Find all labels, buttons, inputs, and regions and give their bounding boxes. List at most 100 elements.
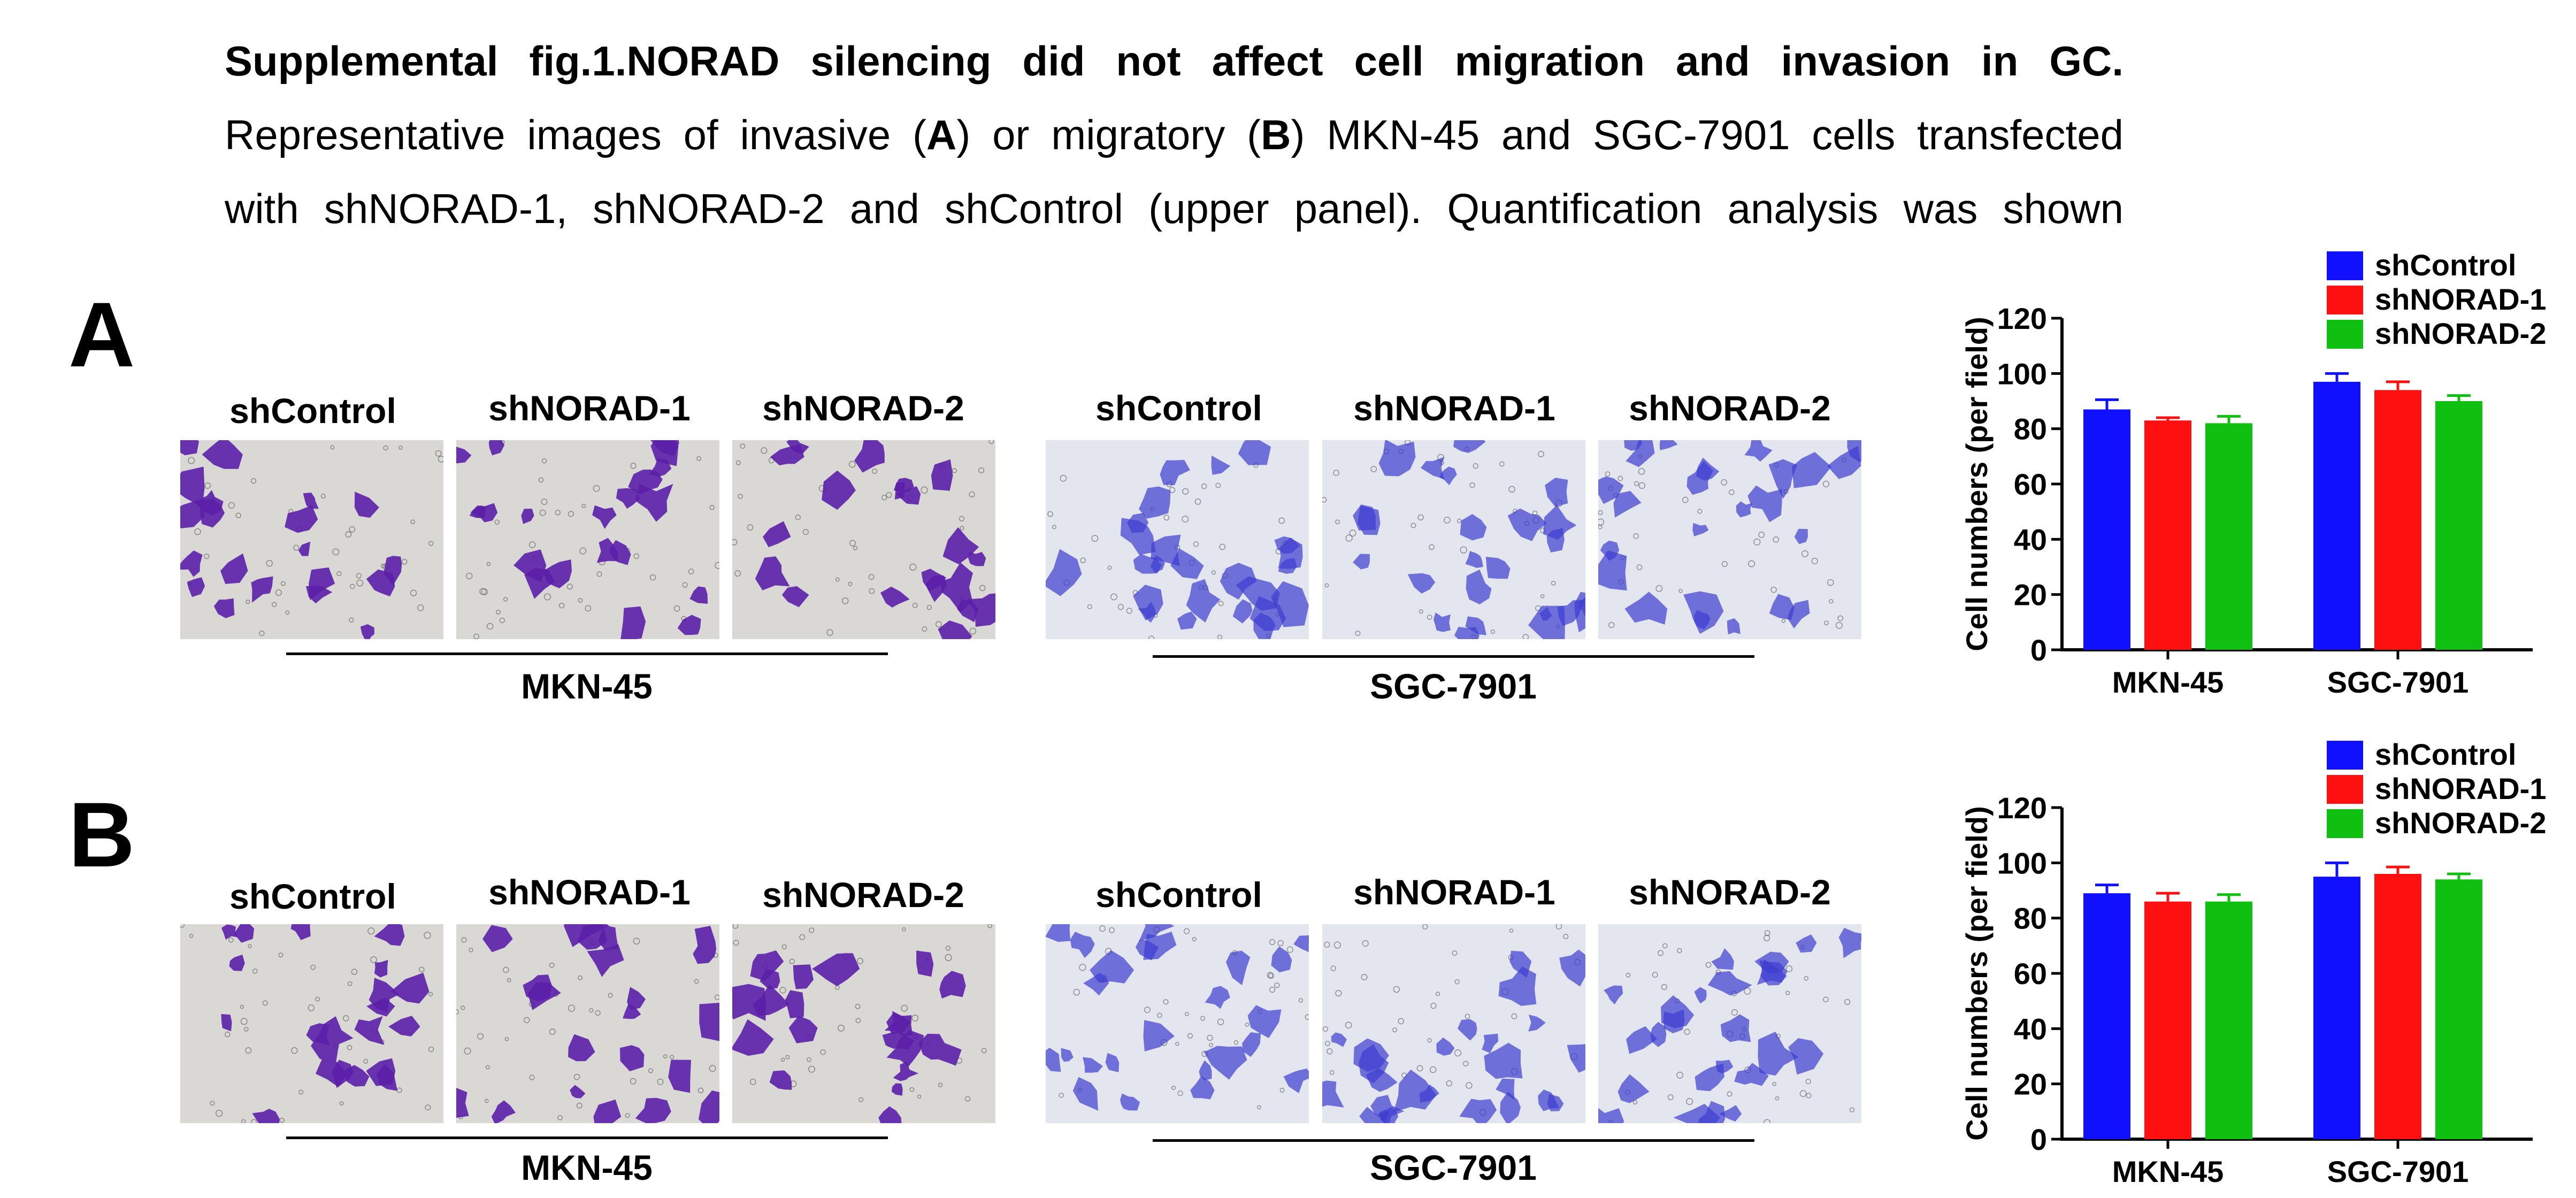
pore bbox=[1633, 533, 1639, 539]
pore bbox=[410, 589, 417, 596]
pore bbox=[1329, 1070, 1335, 1075]
pore bbox=[251, 1119, 257, 1123]
pore bbox=[1060, 474, 1067, 482]
pore bbox=[696, 456, 701, 461]
pore bbox=[1773, 536, 1780, 543]
y-tick-label: 60 bbox=[2014, 957, 2047, 990]
stained-cell bbox=[187, 577, 205, 597]
pore bbox=[396, 1087, 402, 1093]
micrograph-mkn45-shnorad1-invasion bbox=[456, 440, 719, 639]
bar bbox=[2205, 901, 2252, 1139]
stained-cell bbox=[788, 1016, 818, 1043]
group-bracket-line bbox=[286, 1136, 888, 1139]
pore bbox=[1509, 928, 1514, 933]
pore bbox=[1333, 941, 1341, 949]
bar bbox=[2435, 401, 2482, 650]
pore bbox=[1522, 634, 1529, 639]
stained-cell bbox=[1698, 1101, 1726, 1123]
stained-cell bbox=[1226, 950, 1251, 986]
pore bbox=[1466, 1082, 1473, 1089]
stained-cell bbox=[616, 488, 640, 509]
pore bbox=[858, 1097, 864, 1102]
pore bbox=[1799, 1090, 1807, 1097]
stained-cell bbox=[878, 1106, 902, 1123]
pore bbox=[549, 962, 555, 968]
pore bbox=[240, 1018, 248, 1025]
pore bbox=[855, 1003, 861, 1009]
stained-cell bbox=[1663, 1009, 1685, 1033]
group-label-sgc7901: SGC-7901 bbox=[1370, 1148, 1537, 1187]
pore bbox=[1805, 1078, 1811, 1085]
stained-cell bbox=[1598, 1108, 1624, 1123]
pore bbox=[802, 528, 809, 535]
pore bbox=[960, 526, 964, 531]
pore bbox=[1499, 461, 1505, 467]
stained-cell bbox=[693, 926, 717, 964]
stained-cell bbox=[939, 971, 966, 999]
stained-cell bbox=[1838, 927, 1861, 958]
image-label: shNORAD-2 bbox=[762, 875, 964, 915]
pore bbox=[952, 468, 957, 473]
group-bracket-line bbox=[1153, 1139, 1754, 1142]
group-bracket-line bbox=[1153, 655, 1754, 658]
stained-cell bbox=[886, 1012, 911, 1035]
stained-cell bbox=[1160, 459, 1190, 485]
pore bbox=[243, 1027, 249, 1032]
pore bbox=[1632, 1100, 1638, 1105]
stained-cell bbox=[311, 1016, 354, 1062]
pore bbox=[1473, 463, 1478, 469]
legend-swatch bbox=[2327, 809, 2363, 838]
stained-cell bbox=[1453, 440, 1486, 453]
pore bbox=[657, 1078, 664, 1085]
stained-cell bbox=[880, 586, 910, 608]
pore bbox=[539, 509, 546, 516]
pore bbox=[1721, 561, 1728, 567]
pore bbox=[1335, 989, 1342, 997]
pore bbox=[461, 937, 467, 943]
pore bbox=[837, 1024, 845, 1032]
pore bbox=[293, 544, 300, 551]
pore bbox=[1392, 1027, 1398, 1033]
pore bbox=[1682, 496, 1689, 503]
pore bbox=[401, 558, 408, 565]
pore bbox=[1781, 618, 1786, 623]
pore bbox=[246, 600, 250, 604]
pore bbox=[210, 1101, 215, 1106]
panel-letter-a: A bbox=[68, 283, 135, 386]
pore bbox=[240, 1004, 244, 1009]
pore bbox=[1638, 468, 1645, 475]
stained-cell bbox=[650, 440, 679, 456]
pore bbox=[1182, 516, 1189, 523]
pore bbox=[578, 598, 583, 603]
pore bbox=[1163, 514, 1170, 521]
stained-cell bbox=[1695, 1063, 1724, 1092]
y-axis-label: Cell numbers (per field) bbox=[1960, 806, 1994, 1140]
pore bbox=[332, 548, 340, 556]
pore bbox=[486, 623, 494, 630]
pore bbox=[1144, 1007, 1151, 1013]
stained-cell bbox=[577, 924, 608, 950]
pore bbox=[1686, 1097, 1693, 1105]
pore bbox=[595, 1010, 601, 1016]
pore bbox=[1322, 1026, 1329, 1032]
pore bbox=[1322, 497, 1327, 503]
pore bbox=[1563, 934, 1569, 940]
pore bbox=[795, 514, 801, 520]
stained-cell bbox=[523, 974, 552, 1002]
pore bbox=[1422, 924, 1428, 930]
stained-cell bbox=[570, 1085, 586, 1099]
legend-swatch bbox=[2327, 741, 2363, 770]
stained-cell bbox=[1061, 1048, 1074, 1062]
pore bbox=[345, 531, 352, 538]
pore bbox=[1349, 529, 1356, 537]
pore bbox=[1555, 924, 1562, 930]
pore bbox=[1729, 489, 1735, 495]
pore bbox=[673, 605, 680, 612]
pore bbox=[987, 924, 992, 928]
pore bbox=[1465, 1013, 1470, 1019]
pore bbox=[310, 964, 316, 970]
pore bbox=[978, 467, 985, 474]
pore bbox=[347, 981, 352, 986]
image-label: shNORAD-2 bbox=[1629, 388, 1831, 428]
stained-cell bbox=[1120, 1093, 1140, 1111]
